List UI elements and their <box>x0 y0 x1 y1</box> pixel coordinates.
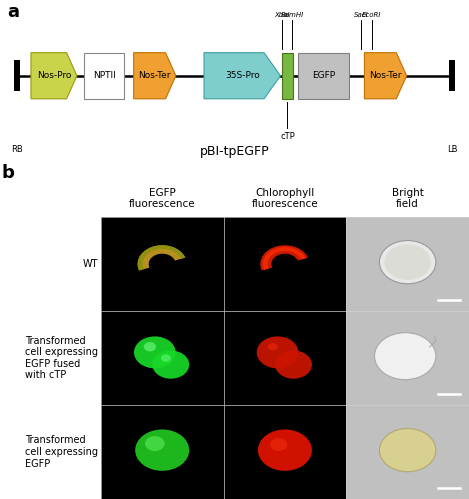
Polygon shape <box>138 246 185 270</box>
Circle shape <box>375 333 436 380</box>
Polygon shape <box>263 247 306 270</box>
Circle shape <box>152 350 189 379</box>
Text: pBI-tpEGFP: pBI-tpEGFP <box>200 145 269 158</box>
Polygon shape <box>134 53 176 99</box>
Polygon shape <box>204 53 280 99</box>
Text: 35S-Pro: 35S-Pro <box>225 71 260 80</box>
Circle shape <box>270 438 287 451</box>
Polygon shape <box>260 246 308 270</box>
Circle shape <box>257 336 298 368</box>
Polygon shape <box>31 53 77 99</box>
Circle shape <box>144 342 156 351</box>
Circle shape <box>258 430 312 471</box>
Circle shape <box>135 430 189 471</box>
Bar <box>282 53 293 99</box>
Polygon shape <box>138 246 185 270</box>
Text: b: b <box>1 164 14 183</box>
Circle shape <box>384 245 431 280</box>
Text: EGFP
fluorescence: EGFP fluorescence <box>129 188 196 209</box>
Text: a: a <box>7 3 19 21</box>
Text: Nos-Ter: Nos-Ter <box>369 71 402 80</box>
Circle shape <box>268 343 278 350</box>
Text: Chlorophyll
fluorescence: Chlorophyll fluorescence <box>251 188 318 209</box>
Circle shape <box>379 429 436 472</box>
Circle shape <box>161 354 171 362</box>
Text: Bright
field: Bright field <box>392 188 424 209</box>
Text: WT: WT <box>83 259 98 269</box>
Circle shape <box>145 436 165 451</box>
Text: Transformed
cell expressing
EGFP: Transformed cell expressing EGFP <box>25 436 98 469</box>
Text: Nos-Ter: Nos-Ter <box>138 71 171 80</box>
Text: LB: LB <box>447 145 457 154</box>
Text: EcoRI: EcoRI <box>362 12 382 18</box>
Circle shape <box>275 350 312 379</box>
Text: NPTII: NPTII <box>93 71 115 80</box>
Text: Nos-Pro: Nos-Pro <box>37 71 71 80</box>
Text: Transformed
cell expressing
EGFP fused
with cTP: Transformed cell expressing EGFP fused w… <box>25 336 98 380</box>
Polygon shape <box>364 53 407 99</box>
Text: XbaI: XbaI <box>274 12 290 18</box>
Text: cTP: cTP <box>280 132 295 141</box>
Text: EGFP: EGFP <box>312 71 335 80</box>
Bar <box>298 53 349 99</box>
Bar <box>449 60 455 91</box>
Text: SacI: SacI <box>354 12 369 18</box>
Text: BamHI: BamHI <box>280 12 304 18</box>
Text: RB: RB <box>11 145 23 154</box>
Bar <box>84 53 124 99</box>
Circle shape <box>134 336 176 368</box>
Circle shape <box>379 241 436 284</box>
Bar <box>14 60 20 91</box>
